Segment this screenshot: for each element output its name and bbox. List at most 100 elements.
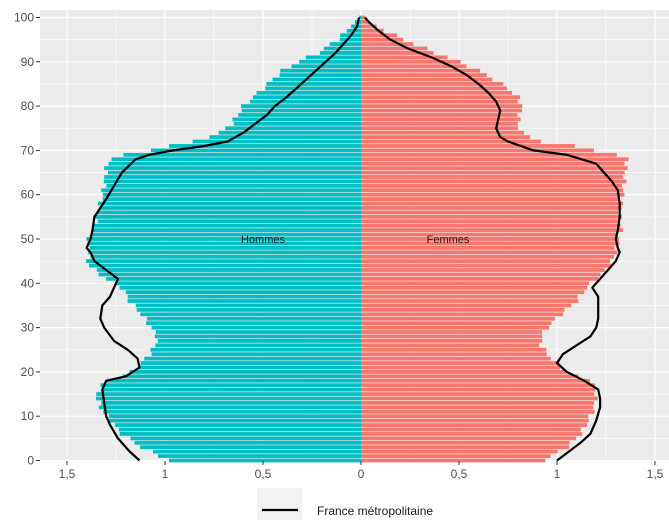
bar-femmes-age-19 [361,374,579,379]
bar-femmes-age-25 [361,347,547,352]
bar-hommes-age-57 [100,206,361,210]
bar-hommes-age-82 [252,95,361,100]
bar-femmes-age-81 [361,99,518,104]
bar-femmes-age-74 [361,130,525,135]
bar-femmes-age-9 [361,418,589,423]
x-tick-label-2: 0,5 [255,467,272,481]
bar-hommes-age-6 [119,432,361,436]
y-tick-label-10: 10 [21,409,35,423]
bar-femmes-age-78 [361,113,518,117]
bar-femmes-age-93 [361,46,428,51]
panel-label-femmes: Femmes [427,234,470,246]
bar-hommes-age-45 [86,259,361,264]
bar-hommes-age-19 [122,374,361,379]
bar-hommes-age-69 [123,152,361,157]
bar-hommes-age-37 [127,294,361,299]
bar-femmes-age-89 [361,64,467,69]
bar-femmes-age-61 [361,188,624,193]
bar-hommes-age-5 [130,436,361,441]
bar-hommes-age-51 [92,232,362,237]
bar-femmes-age-90 [361,59,461,64]
bar-hommes-age-88 [280,68,361,73]
y-tick-label-70: 70 [21,143,35,157]
bar-femmes-age-48 [361,245,615,250]
bar-hommes-age-3 [140,445,361,450]
bar-femmes-age-66 [361,166,628,171]
legend-label: France métropolitaine [317,504,433,518]
x-tick-label-6: 1,5 [647,467,664,481]
y-tick-label-60: 60 [21,188,35,202]
bar-femmes-age-43 [361,268,605,272]
y-tick-label-40: 40 [21,276,35,290]
bar-hommes-age-80 [241,104,361,108]
bar-femmes-age-8 [361,423,588,427]
bar-femmes-age-53 [361,223,621,228]
bar-femmes-age-0 [361,458,546,463]
legend: France métropolitaine [257,488,433,520]
bar-hommes-age-60 [102,192,361,197]
bar-hommes-age-24 [151,352,361,357]
bar-hommes-age-93 [323,46,361,51]
bar-femmes-age-98 [361,24,377,29]
bar-femmes-age-20 [361,370,567,374]
bar-femmes-age-2 [361,449,558,454]
bar-hommes-age-70 [150,148,361,153]
bar-femmes-age-14 [361,396,598,401]
bar-hommes-age-46 [90,254,362,259]
bar-hommes-age-21 [138,365,361,370]
bar-femmes-age-86 [361,77,493,82]
bar-femmes-age-44 [361,263,612,268]
bar-femmes-age-54 [361,219,620,224]
bar-hommes-age-26 [155,343,361,348]
bar-hommes-age-30 [151,325,361,330]
bar-hommes-age-95 [339,37,361,42]
bar-hommes-age-73 [209,135,361,139]
bar-femmes-age-31 [361,321,552,326]
bar-hommes-age-61 [101,188,361,193]
bar-femmes-age-46 [361,254,615,259]
bar-femmes-age-6 [361,432,583,436]
bar-femmes-age-35 [361,303,572,308]
bar-femmes-age-100 [361,15,365,20]
y-tick-label-100: 100 [14,11,34,25]
bar-hommes-age-34 [136,307,361,312]
bar-hommes-age-29 [155,330,361,334]
reference-lines [85,16,621,462]
bar-femmes-age-65 [361,170,625,175]
bar-femmes-age-33 [361,312,564,317]
bar-femmes-age-59 [361,197,620,202]
bar-hommes-age-1 [158,454,361,458]
bar-femmes-age-16 [361,387,596,392]
bar-femmes-age-15 [361,392,595,396]
bar-femmes-age-12 [361,405,594,410]
bar-femmes-age-68 [361,157,629,162]
bar-hommes-age-89 [291,64,361,69]
bar-hommes-age-31 [146,321,361,326]
bar-femmes-age-32 [361,316,555,321]
bar-femmes-age-80 [361,104,523,108]
bar-hommes-age-27 [157,339,361,343]
bar-femmes-age-37 [361,294,578,299]
bar-femmes-age-23 [361,356,551,361]
bar-hommes-age-25 [150,347,361,352]
bar-femmes-age-99 [361,20,369,24]
bar-hommes-age-13 [101,401,362,405]
bar-hommes-age-55 [94,214,362,219]
bar-hommes-age-66 [104,166,361,171]
bar-femmes-age-57 [361,206,622,210]
bar-hommes-age-16 [101,387,361,392]
bar-femmes-age-42 [361,272,601,277]
bar-femmes-age-1 [361,454,551,458]
bar-hommes-age-40 [115,281,361,286]
bar-hommes-age-49 [87,241,362,246]
bar-femmes-age-10 [361,414,589,419]
bar-hommes-age-63 [103,179,361,184]
bar-femmes-age-77 [361,117,521,122]
bar-hommes-age-92 [319,51,361,55]
bar-femmes-age-64 [361,175,624,179]
bar-hommes-age-42 [98,272,361,277]
bar-femmes-age-55 [361,214,622,219]
bar-femmes-age-96 [361,33,398,38]
bar-femmes-age-26 [361,343,540,348]
